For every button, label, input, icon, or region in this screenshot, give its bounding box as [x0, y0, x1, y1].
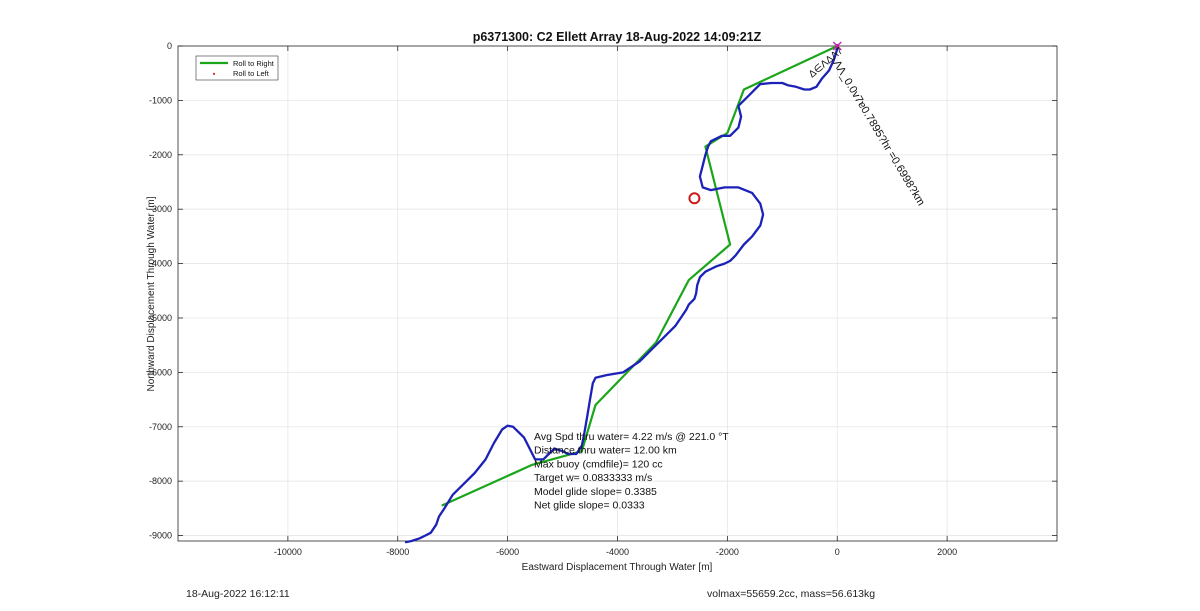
- chart-title: p6371300: C2 Ellett Array 18-Aug-2022 14…: [473, 30, 762, 44]
- stats-annotation-line: Net glide slope= 0.0333: [534, 500, 645, 512]
- y-tick-label: -1000: [149, 95, 172, 105]
- rotated-distance-label: ΛΛ_0.0v7ɐ0.7895?hr =0.6998?km: [830, 58, 926, 208]
- stats-annotation-line: Max buoy (cmdfile)= 120 cc: [534, 458, 663, 470]
- legend-swatch-roll-left: •: [213, 70, 216, 79]
- stats-annotation-line: Avg Spd thru water= 4.22 m/s @ 221.0 °T: [534, 431, 729, 443]
- series-displacement-track: [404, 47, 839, 544]
- series-layer: [404, 41, 842, 544]
- y-tick-label: -7000: [149, 422, 172, 432]
- legend: Roll to Right • Roll to Left: [195, 55, 279, 81]
- x-tick-label: 0: [835, 547, 840, 557]
- stats-annotation-line: Model glide slope= 0.3385: [534, 486, 657, 498]
- y-tick-label: -9000: [149, 531, 172, 541]
- x-axis-label: Eastward Displacement Through Water [m]: [522, 562, 713, 573]
- x-tick-label: -8000: [386, 547, 409, 557]
- stats-annotation-line: Distance thru water= 12.00 km: [534, 445, 677, 457]
- y-tick-label: -8000: [149, 476, 172, 486]
- stats-annotation-line: Target w= 0.0833333 m/s: [534, 472, 652, 484]
- start-point-marker: [832, 41, 842, 51]
- x-tick-label: -2000: [716, 547, 739, 557]
- x-tick-label: 2000: [937, 547, 957, 557]
- y-tick-label: -6000: [149, 367, 172, 377]
- footer-timestamp: 18-Aug-2022 16:12:11: [186, 588, 290, 600]
- y-tick-label: -4000: [149, 259, 172, 269]
- x-tick-label: -4000: [606, 547, 629, 557]
- axis-ticks: -10000 -8000 -6000 -4000 -2000 0 2000 0 -1000 -20…: [149, 41, 1057, 557]
- legend-box: [195, 55, 279, 81]
- y-tick-label: -3000: [149, 204, 172, 214]
- y-tick-label: -5000: [149, 313, 172, 323]
- target-marker-circle: [688, 192, 701, 205]
- y-axis-label: Northward Displacement Through Water [m]: [146, 196, 157, 391]
- y-tick-label: 0: [167, 41, 172, 51]
- stats-annotations: Avg Spd thru water= 4.22 m/s @ 221.0 °T D…: [534, 431, 729, 512]
- x-tick-label: -10000: [274, 547, 302, 557]
- x-tick-label: -6000: [496, 547, 519, 557]
- legend-label-roll-left: Roll to Left: [233, 69, 270, 78]
- legend-label-roll-right: Roll to Right: [233, 59, 275, 68]
- footer-volume-mass: volmax=55659.2cc, mass=56.613kg: [707, 588, 876, 600]
- y-tick-label: -2000: [149, 150, 172, 160]
- series-roll-to-right-line: [441, 45, 838, 507]
